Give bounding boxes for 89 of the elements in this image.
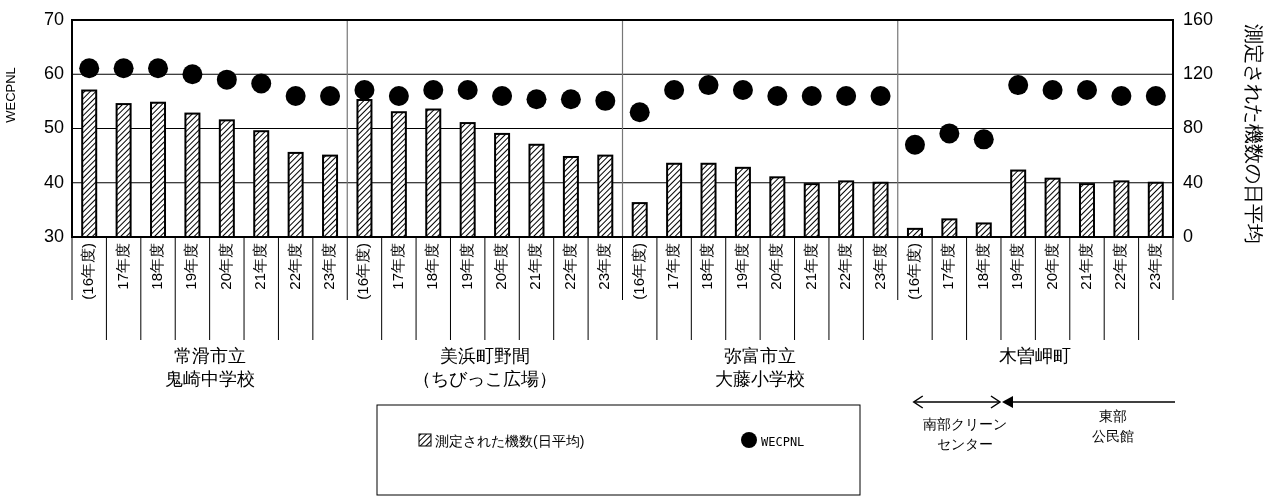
point bbox=[836, 85, 857, 106]
text: 鬼崎中学校 bbox=[164, 369, 255, 389]
point bbox=[1145, 85, 1166, 106]
point bbox=[939, 123, 960, 144]
text: 常滑市立 bbox=[173, 346, 246, 366]
point bbox=[560, 89, 581, 110]
point bbox=[216, 69, 237, 90]
x-tick-label: 18年度 bbox=[423, 243, 441, 290]
y2-tick-label: 120 bbox=[1183, 63, 1214, 83]
y-tick-label: 30 bbox=[43, 225, 64, 246]
point bbox=[79, 58, 100, 79]
x-tick-label: 18年度 bbox=[147, 243, 165, 290]
x-tick-label: 21年度 bbox=[801, 243, 819, 290]
y2-tick-label: 40 bbox=[1183, 171, 1204, 192]
point bbox=[148, 58, 169, 79]
text: 大藤小学校 bbox=[715, 369, 806, 389]
text: センター bbox=[936, 436, 993, 452]
x-tick-label: 23年度 bbox=[595, 243, 613, 290]
point bbox=[1111, 85, 1132, 106]
text: 木曽岬町 bbox=[999, 346, 1072, 366]
point bbox=[801, 85, 822, 106]
x-tick-label: 20年度 bbox=[216, 243, 234, 290]
y-tick-label: 60 bbox=[43, 63, 64, 83]
text: 弥富市立 bbox=[724, 346, 797, 366]
point bbox=[251, 73, 272, 94]
point bbox=[904, 134, 925, 155]
x-tick-label: 19年度 bbox=[182, 243, 200, 290]
x-tick-label: 20年度 bbox=[492, 243, 510, 290]
point bbox=[698, 75, 719, 96]
point bbox=[1042, 79, 1063, 100]
point bbox=[870, 85, 891, 106]
x-tick-label: 19年度 bbox=[732, 243, 750, 290]
point bbox=[492, 85, 513, 106]
x-tick-label: 21年度 bbox=[526, 243, 544, 290]
x-tick-label: (16年度) bbox=[354, 243, 372, 300]
point bbox=[457, 79, 478, 100]
point bbox=[320, 85, 341, 106]
point bbox=[182, 64, 203, 85]
x-tick-label: 18年度 bbox=[698, 243, 716, 290]
x-tick-label: 17年度 bbox=[664, 243, 682, 290]
text: 公民館 bbox=[1091, 428, 1134, 444]
x-tick-label: 21年度 bbox=[251, 243, 269, 290]
y-tick-label: 70 bbox=[43, 8, 64, 29]
x-tick-label: 22年度 bbox=[285, 243, 303, 290]
x-tick-label: 22年度 bbox=[836, 243, 854, 290]
point bbox=[113, 58, 134, 79]
x-tick-label: 22年度 bbox=[560, 243, 578, 290]
point bbox=[1008, 75, 1029, 96]
text: （ちびっこ広場） bbox=[412, 369, 557, 389]
y-axis-title: WECPNL bbox=[3, 67, 19, 123]
y2-axis-title: 測定された機数の日平均 bbox=[1242, 24, 1265, 244]
point bbox=[388, 85, 409, 106]
point bbox=[767, 85, 788, 106]
x-tick-label: 23年度 bbox=[320, 243, 338, 290]
point bbox=[973, 129, 994, 150]
y2-tick-label: 80 bbox=[1183, 117, 1204, 138]
x-tick-label: 18年度 bbox=[973, 243, 991, 290]
x-tick-label: 23年度 bbox=[870, 243, 888, 290]
point bbox=[1076, 79, 1097, 100]
x-tick-label: (16年度) bbox=[904, 243, 922, 300]
point bbox=[732, 79, 753, 100]
x-tick-label: 23年度 bbox=[1145, 243, 1163, 290]
text: 南部クリーン bbox=[922, 416, 1007, 432]
legend-label: 測定された機数(日平均) bbox=[435, 433, 585, 449]
point bbox=[285, 85, 306, 106]
y-tick-label: 50 bbox=[43, 117, 64, 138]
y2-tick-label: 160 bbox=[1183, 8, 1214, 29]
point bbox=[354, 79, 375, 100]
point bbox=[629, 102, 650, 123]
text: 東部 bbox=[1098, 408, 1127, 424]
text: 美浜町野間 bbox=[439, 346, 530, 366]
x-tick-label: 20年度 bbox=[767, 243, 785, 290]
x-tick-label: 22年度 bbox=[1111, 243, 1129, 290]
point bbox=[595, 90, 616, 111]
x-tick-label: 19年度 bbox=[1008, 243, 1026, 290]
y-tick-label: 40 bbox=[43, 171, 64, 192]
x-tick-label: 21年度 bbox=[1076, 243, 1094, 290]
legend-label: WECPNL bbox=[761, 435, 805, 449]
x-tick-label: 17年度 bbox=[388, 243, 406, 290]
x-tick-label: (16年度) bbox=[79, 243, 97, 300]
point bbox=[526, 89, 547, 110]
x-tick-label: 17年度 bbox=[939, 243, 957, 290]
x-tick-label: 17年度 bbox=[113, 243, 131, 290]
y2-tick-label: 0 bbox=[1183, 225, 1194, 246]
x-tick-label: 20年度 bbox=[1042, 243, 1060, 290]
x-tick-label: 19年度 bbox=[457, 243, 475, 290]
point bbox=[664, 79, 685, 100]
x-tick-label: (16年度) bbox=[629, 243, 647, 300]
point bbox=[423, 79, 444, 100]
